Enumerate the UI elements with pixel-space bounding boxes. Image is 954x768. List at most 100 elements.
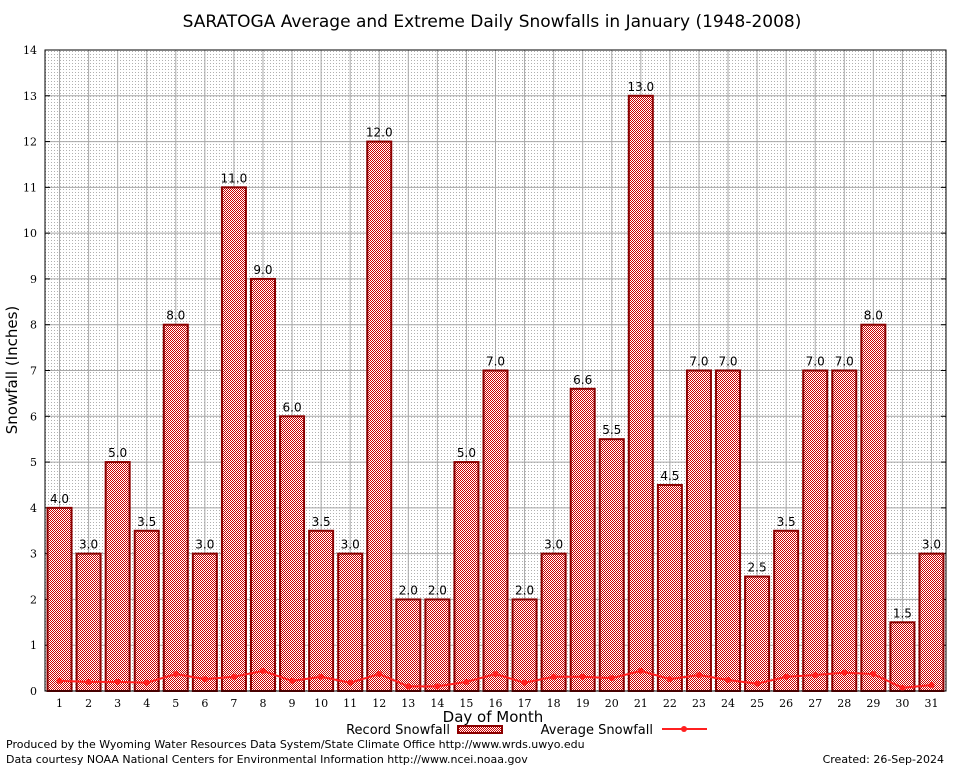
x-tick-label: 17 (518, 697, 532, 710)
record-bar (75, 552, 102, 693)
bar-value-label: 3.5 (312, 515, 331, 529)
average-point (754, 680, 761, 687)
bar-value-label: 1.5 (893, 606, 912, 620)
x-tick-label: 16 (489, 697, 503, 710)
x-tick-label: 5 (172, 697, 179, 710)
average-point (841, 669, 848, 676)
bar-value-label: 3.0 (79, 538, 98, 552)
x-tick-label: 14 (430, 697, 444, 710)
bar-value-label: 2.0 (399, 583, 418, 597)
average-point (230, 673, 237, 680)
average-point (899, 684, 906, 691)
average-point (463, 678, 470, 685)
average-point (637, 667, 644, 674)
record-bar (279, 415, 306, 692)
x-tick-label: 30 (895, 697, 909, 710)
bar-value-label: 11.0 (221, 171, 248, 185)
record-bar (627, 94, 654, 693)
bar-value-label: 5.0 (457, 446, 476, 460)
x-tick-label: 29 (866, 697, 880, 710)
x-tick-label: 1 (56, 697, 63, 710)
average-point (666, 676, 673, 683)
record-bar (249, 277, 276, 692)
record-bar (860, 323, 887, 692)
bar-value-label: 12.0 (366, 126, 393, 140)
record-bar (802, 369, 829, 692)
record-bar (220, 186, 247, 692)
record-bar (685, 369, 712, 692)
x-tick-label: 27 (808, 697, 822, 710)
x-tick-label: 11 (343, 697, 357, 710)
record-bar (366, 140, 393, 693)
x-tick-label: 21 (634, 697, 648, 710)
average-point (201, 676, 208, 683)
y-tick-label: 7 (30, 365, 37, 378)
x-tick-label: 4 (143, 697, 150, 710)
average-point (259, 667, 266, 674)
average-point (143, 679, 150, 686)
average-point (172, 671, 179, 678)
record-bar (482, 369, 509, 692)
legend-average-marker (681, 726, 687, 732)
y-tick-label: 1 (30, 639, 37, 652)
average-point (550, 673, 557, 680)
average-point (56, 677, 63, 684)
bar-value-label: 8.0 (166, 309, 185, 323)
x-tick-label: 20 (605, 697, 619, 710)
y-tick-label: 2 (30, 593, 37, 606)
y-tick-label: 12 (23, 136, 37, 149)
x-tick-label: 7 (230, 697, 237, 710)
y-tick-label: 6 (30, 410, 37, 423)
x-tick-label: 3 (114, 697, 121, 710)
x-tick-label: 12 (372, 697, 386, 710)
bar-value-label: 7.0 (718, 355, 737, 369)
x-tick-label: 28 (837, 697, 851, 710)
record-bar (773, 529, 800, 692)
bar-value-label: 7.0 (806, 355, 825, 369)
y-tick-label: 9 (30, 273, 37, 286)
record-bar (715, 369, 742, 692)
record-bar (918, 552, 945, 693)
bar-value-label: 7.0 (835, 355, 854, 369)
bar-value-label: 4.5 (660, 469, 679, 483)
average-point (85, 678, 92, 685)
record-bar (395, 598, 422, 693)
average-point (434, 683, 441, 690)
average-point (289, 677, 296, 684)
x-axis-label: Day of Month (443, 708, 544, 726)
record-bar (191, 552, 218, 693)
bar-value-label: 7.0 (689, 355, 708, 369)
bar-value-label: 5.5 (602, 423, 621, 437)
legend: Record Snowfall Average Snowfall (346, 723, 707, 738)
record-bar (598, 438, 625, 692)
x-tick-label: 10 (314, 697, 328, 710)
x-tick-label: 18 (547, 697, 561, 710)
bar-value-label: 2.0 (428, 583, 447, 597)
average-point (405, 683, 412, 690)
x-tick-label: 15 (459, 697, 473, 710)
record-bar (511, 598, 538, 693)
y-tick-label: 3 (30, 548, 37, 561)
y-tick-label: 10 (23, 227, 37, 240)
record-bar (453, 461, 480, 693)
y-tick-label: 14 (23, 44, 37, 57)
average-point (114, 678, 121, 685)
y-tick-label: 8 (30, 319, 37, 332)
bar-value-label: 5.0 (108, 446, 127, 460)
record-bar (889, 621, 916, 692)
x-tick-label: 26 (779, 697, 793, 710)
average-point (579, 673, 586, 680)
bar-value-label: 3.0 (195, 538, 214, 552)
average-point (725, 677, 732, 684)
y-tick-label: 5 (30, 456, 37, 469)
plot-border (44, 49, 947, 692)
x-tick-label: 19 (576, 697, 590, 710)
y-tick-label: 13 (23, 90, 37, 103)
x-tick-label: 22 (663, 697, 677, 710)
average-point (870, 671, 877, 678)
record-bar (337, 552, 364, 693)
average-point (928, 682, 935, 689)
chart-title: SARATOGA Average and Extreme Daily Snowf… (183, 12, 802, 32)
record-bar (162, 323, 189, 692)
